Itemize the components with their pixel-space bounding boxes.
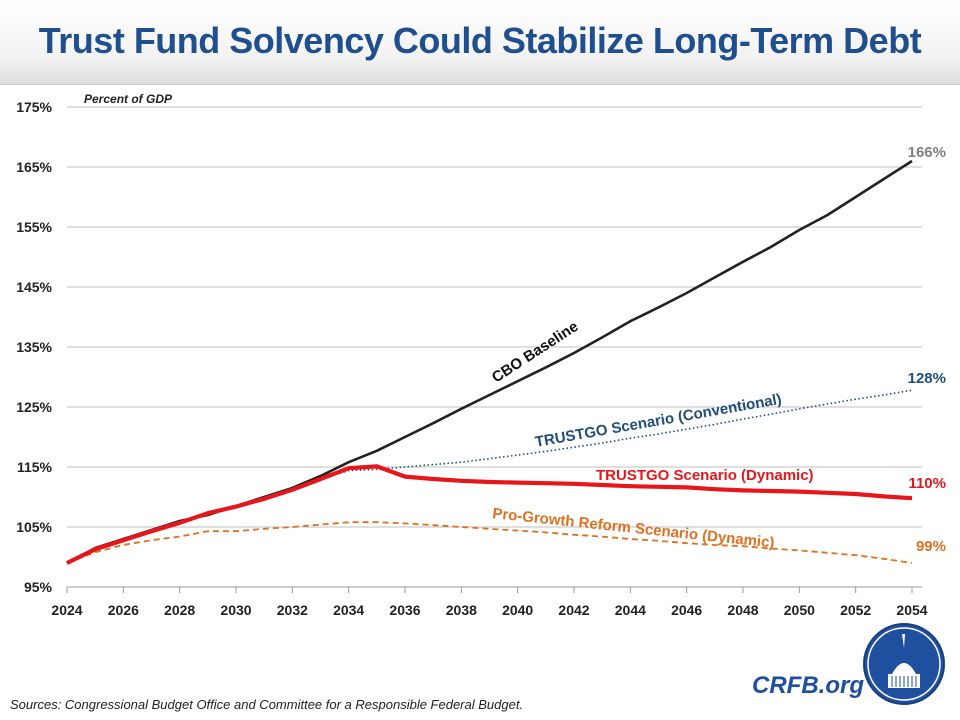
chart-title: Trust Fund Solvency Could Stabilize Long… [38, 20, 922, 61]
y-tick-label: 165% [16, 159, 52, 175]
x-tick-label: 2032 [277, 602, 308, 618]
y-tick-label: 105% [16, 519, 52, 535]
x-tick-label: 2052 [840, 602, 871, 618]
y-tick-label: 175% [16, 99, 52, 115]
end-value-label: 128% [908, 370, 946, 387]
series-label: Pro-Growth Reform Scenario (Dynamic) [492, 505, 776, 552]
series-label: TRUSTGO Scenario (Dynamic) [596, 467, 814, 484]
x-tick-label: 2040 [502, 602, 533, 618]
title-banner: Trust Fund Solvency Could Stabilize Long… [0, 0, 960, 85]
x-tick-label: 2044 [615, 602, 646, 618]
x-tick-label: 2048 [727, 602, 758, 618]
series-label: TRUSTGO Scenario (Conventional) [534, 391, 783, 451]
end-value-label: 110% [908, 475, 946, 492]
sources-note: Sources: Congressional Budget Office and… [10, 697, 524, 712]
x-tick-label: 2026 [108, 602, 139, 618]
x-tick-label: 2030 [220, 602, 251, 618]
y-tick-label: 135% [16, 339, 52, 355]
capitol-logo-icon [863, 623, 945, 705]
end-value-label: 166% [908, 144, 946, 161]
x-tick-label: 2036 [389, 602, 420, 618]
x-tick-label: 2054 [896, 602, 927, 618]
y-tick-label: 115% [17, 459, 53, 475]
series-line-0 [66, 159, 913, 565]
y-tick-label: 125% [16, 399, 52, 415]
end-value-label: 99% [916, 538, 946, 555]
y-axis-label: Percent of GDP [84, 92, 173, 106]
series-line-3 [66, 521, 913, 564]
y-tick-label: 145% [16, 279, 52, 295]
series-label: CBO Baseline [489, 318, 581, 386]
brand-link[interactable]: CRFB.org [752, 672, 864, 699]
x-tick-label: 2024 [51, 602, 82, 618]
y-tick-label: 155% [16, 219, 52, 235]
x-tick-label: 2034 [333, 602, 364, 618]
x-tick-label: 2038 [446, 602, 477, 618]
x-tick-label: 2042 [558, 602, 589, 618]
x-tick-label: 2046 [671, 602, 702, 618]
x-tick-label: 2028 [164, 602, 195, 618]
y-tick-label: 95% [24, 579, 53, 595]
x-tick-label: 2050 [784, 602, 815, 618]
